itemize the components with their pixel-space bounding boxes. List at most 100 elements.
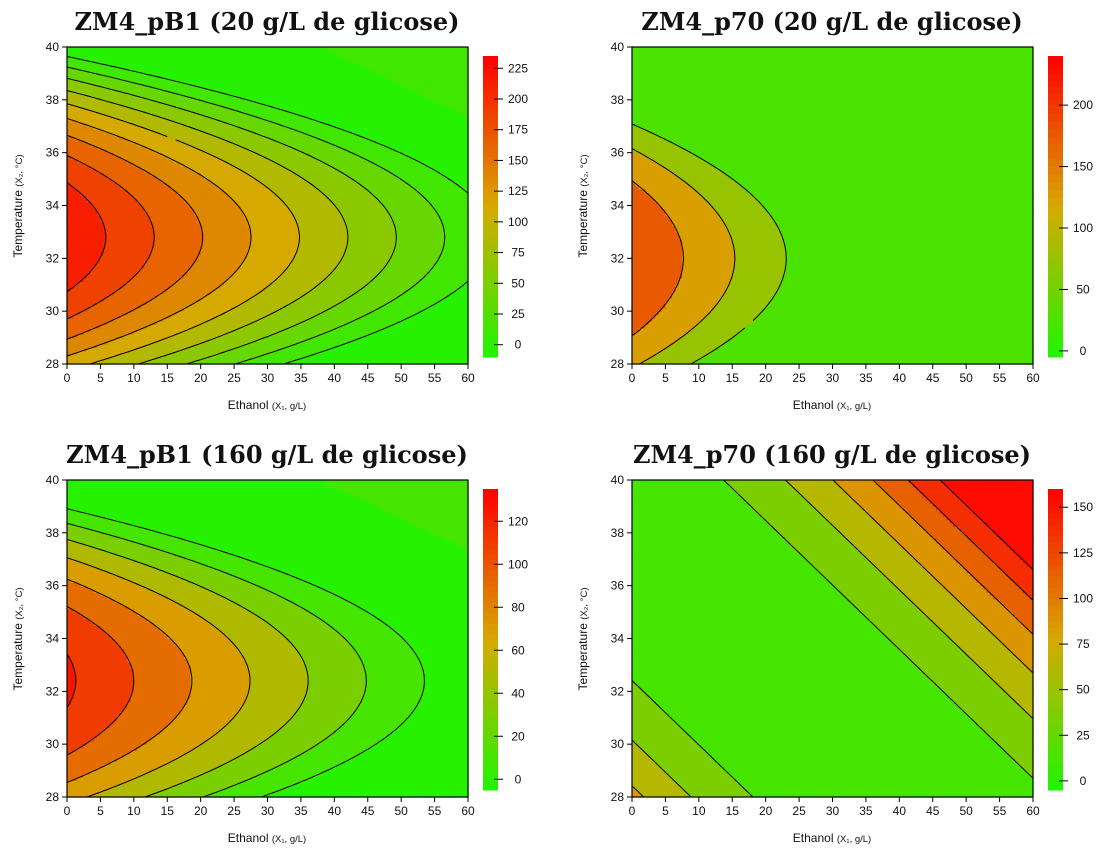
contour-band-cell bbox=[110, 119, 115, 124]
contour-band-cell bbox=[137, 284, 142, 289]
contour-band-cell bbox=[67, 255, 71, 259]
contour-band-cell bbox=[200, 132, 205, 137]
contour-band-cell bbox=[153, 142, 158, 147]
contour-band-cell bbox=[107, 162, 112, 167]
contour-band-cell bbox=[120, 192, 125, 197]
contour-band-cell bbox=[73, 175, 78, 180]
contour-band-cell bbox=[100, 175, 105, 180]
contour-band-cell bbox=[170, 129, 175, 134]
contour-band-cell bbox=[67, 354, 71, 358]
contour-band-cell bbox=[97, 225, 102, 230]
contour-band-cell bbox=[140, 159, 145, 164]
contour-band-cell bbox=[83, 175, 88, 180]
contour-band-cell bbox=[127, 301, 132, 306]
contour-band-cell bbox=[183, 66, 188, 71]
contour-band-cell bbox=[193, 208, 198, 213]
contour-band-cell bbox=[177, 215, 182, 220]
contour-band-cell bbox=[237, 192, 242, 197]
contour-band-cell bbox=[133, 116, 138, 121]
contour-band-cell bbox=[90, 47, 95, 51]
contour-band-cell bbox=[157, 142, 162, 147]
contour-band-cell bbox=[160, 215, 165, 220]
contour-band-cell bbox=[227, 314, 232, 319]
contour-band-cell bbox=[100, 142, 105, 147]
contour-band-cell bbox=[234, 235, 239, 240]
contour-band-cell bbox=[170, 344, 175, 349]
contour-band-cell bbox=[93, 139, 98, 144]
contour-band-cell bbox=[167, 281, 172, 286]
contour-band-cell bbox=[210, 255, 215, 259]
contour-band-cell bbox=[93, 245, 98, 250]
contour-band-cell bbox=[210, 106, 215, 111]
contour-band-cell bbox=[117, 198, 122, 203]
contour-band-cell bbox=[177, 350, 182, 355]
contour-band-cell bbox=[214, 311, 218, 316]
contour-band-cell bbox=[170, 188, 175, 193]
contour-band-cell bbox=[137, 205, 142, 210]
contour-band-cell bbox=[170, 50, 175, 55]
contour-band-cell bbox=[153, 93, 158, 98]
contour-band-cell bbox=[130, 47, 135, 51]
contour-band-cell bbox=[197, 241, 202, 246]
contour-band-cell bbox=[67, 274, 71, 279]
contour-band-cell bbox=[183, 360, 188, 365]
contour-band-cell bbox=[113, 241, 118, 246]
contour-band-cell bbox=[170, 297, 175, 302]
contour-band-cell bbox=[110, 215, 115, 220]
contour-band-cell bbox=[210, 83, 215, 88]
contour-band-cell bbox=[127, 205, 132, 210]
contour-band-cell bbox=[210, 321, 215, 325]
contour-band-cell bbox=[190, 222, 195, 226]
contour-band-cell bbox=[80, 225, 85, 230]
contour-band-cell bbox=[137, 182, 142, 187]
contour-band-cell bbox=[143, 357, 148, 362]
contour-band-cell bbox=[217, 301, 222, 306]
contour-band-cell bbox=[143, 63, 148, 68]
contour-band-cell bbox=[117, 324, 122, 329]
contour-band-cell bbox=[200, 225, 205, 230]
contour-band-cell bbox=[160, 238, 165, 243]
contour-band-cell bbox=[83, 284, 88, 289]
contour-band-cell bbox=[70, 159, 75, 164]
contour-band-cell bbox=[140, 288, 145, 292]
contour-band-cell bbox=[217, 215, 222, 220]
contour-band-cell bbox=[197, 288, 202, 292]
contour-band-cell bbox=[224, 136, 228, 141]
contour-band-cell bbox=[73, 354, 78, 358]
contour-band-cell bbox=[103, 80, 108, 84]
contour-band-cell bbox=[87, 324, 91, 329]
contour-band-cell bbox=[200, 334, 205, 339]
contour-band-cell bbox=[130, 208, 135, 213]
contour-band-cell bbox=[187, 93, 192, 98]
contour-band-cell bbox=[143, 248, 148, 253]
contour-band-cell bbox=[120, 330, 125, 335]
contour-band-cell bbox=[227, 304, 232, 309]
contour-band-cell bbox=[163, 47, 168, 51]
contour-band-cell bbox=[80, 350, 85, 355]
contour-band-cell bbox=[123, 218, 128, 223]
contour-band-cell bbox=[133, 354, 138, 358]
contour-band-cell bbox=[234, 175, 239, 180]
contour-band-cell bbox=[160, 307, 165, 312]
contour-band-cell bbox=[197, 231, 202, 236]
contour-band-cell bbox=[170, 261, 175, 266]
contour-band-cell bbox=[153, 317, 158, 322]
contour-band-cell bbox=[160, 314, 165, 319]
contour-band-cell bbox=[163, 321, 168, 325]
contour-band-cell bbox=[140, 60, 145, 65]
contour-band-cell bbox=[214, 357, 218, 362]
contour-band-cell bbox=[107, 360, 112, 365]
contour-band-cell bbox=[123, 56, 128, 61]
contour-band-cell bbox=[110, 354, 115, 358]
contour-band-cell bbox=[204, 222, 208, 226]
contour-band-cell bbox=[210, 340, 215, 345]
contour-band-cell bbox=[83, 198, 88, 203]
contour-band-cell bbox=[77, 152, 81, 157]
contour-band-cell bbox=[77, 278, 81, 283]
contour-band-cell bbox=[153, 291, 158, 296]
contour-band-cell bbox=[237, 248, 242, 253]
contour-band-cell bbox=[77, 116, 81, 121]
contour-band-cell bbox=[97, 344, 102, 349]
contour-band-cell bbox=[93, 334, 98, 339]
contour-band-cell bbox=[217, 354, 222, 358]
